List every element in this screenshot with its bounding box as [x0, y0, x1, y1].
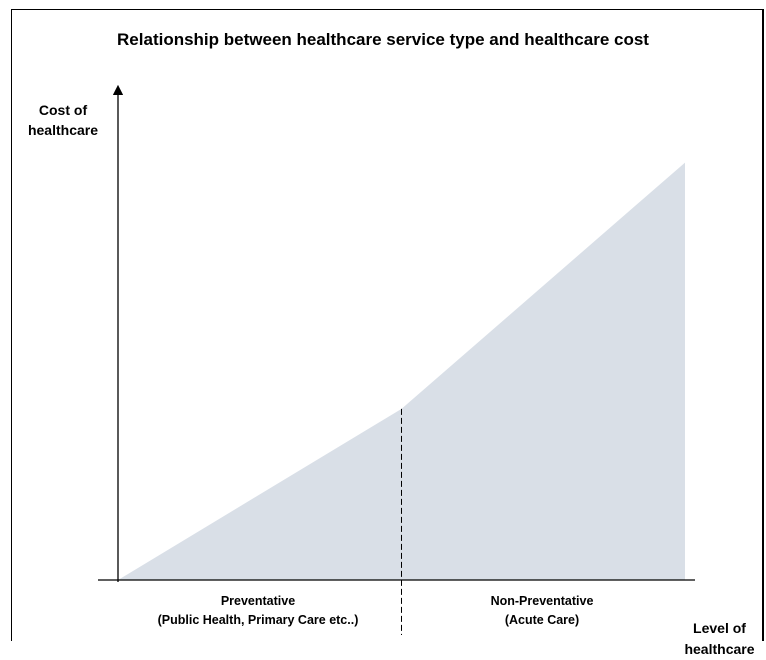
category-label-non-preventative: Non-Preventative (Acute Care) [400, 592, 684, 630]
category-label-preventative-line-1: Preventative [220, 594, 296, 608]
chart-svg [98, 84, 695, 635]
category-label-non-preventative-line-2: (Acute Care) [504, 613, 580, 627]
y-axis-label-line-1: Cost of [38, 102, 88, 118]
y-axis-label: Cost of healthcare [20, 100, 106, 140]
x-axis-label-line-1: Level of [693, 620, 746, 636]
category-label-preventative-line-2: (Public Health, Primary Care etc..) [157, 613, 359, 627]
chart-title: Relationship between healthcare service … [117, 30, 649, 49]
chart-frame-right-edge [762, 9, 764, 641]
category-label-non-preventative-line-1: Non-Preventative [490, 594, 594, 608]
y-axis-label-line-2: healthcare [27, 122, 99, 138]
area-fill [118, 162, 685, 580]
chart-frame [11, 9, 763, 641]
category-label-preventative: Preventative (Public Health, Primary Car… [118, 592, 398, 630]
